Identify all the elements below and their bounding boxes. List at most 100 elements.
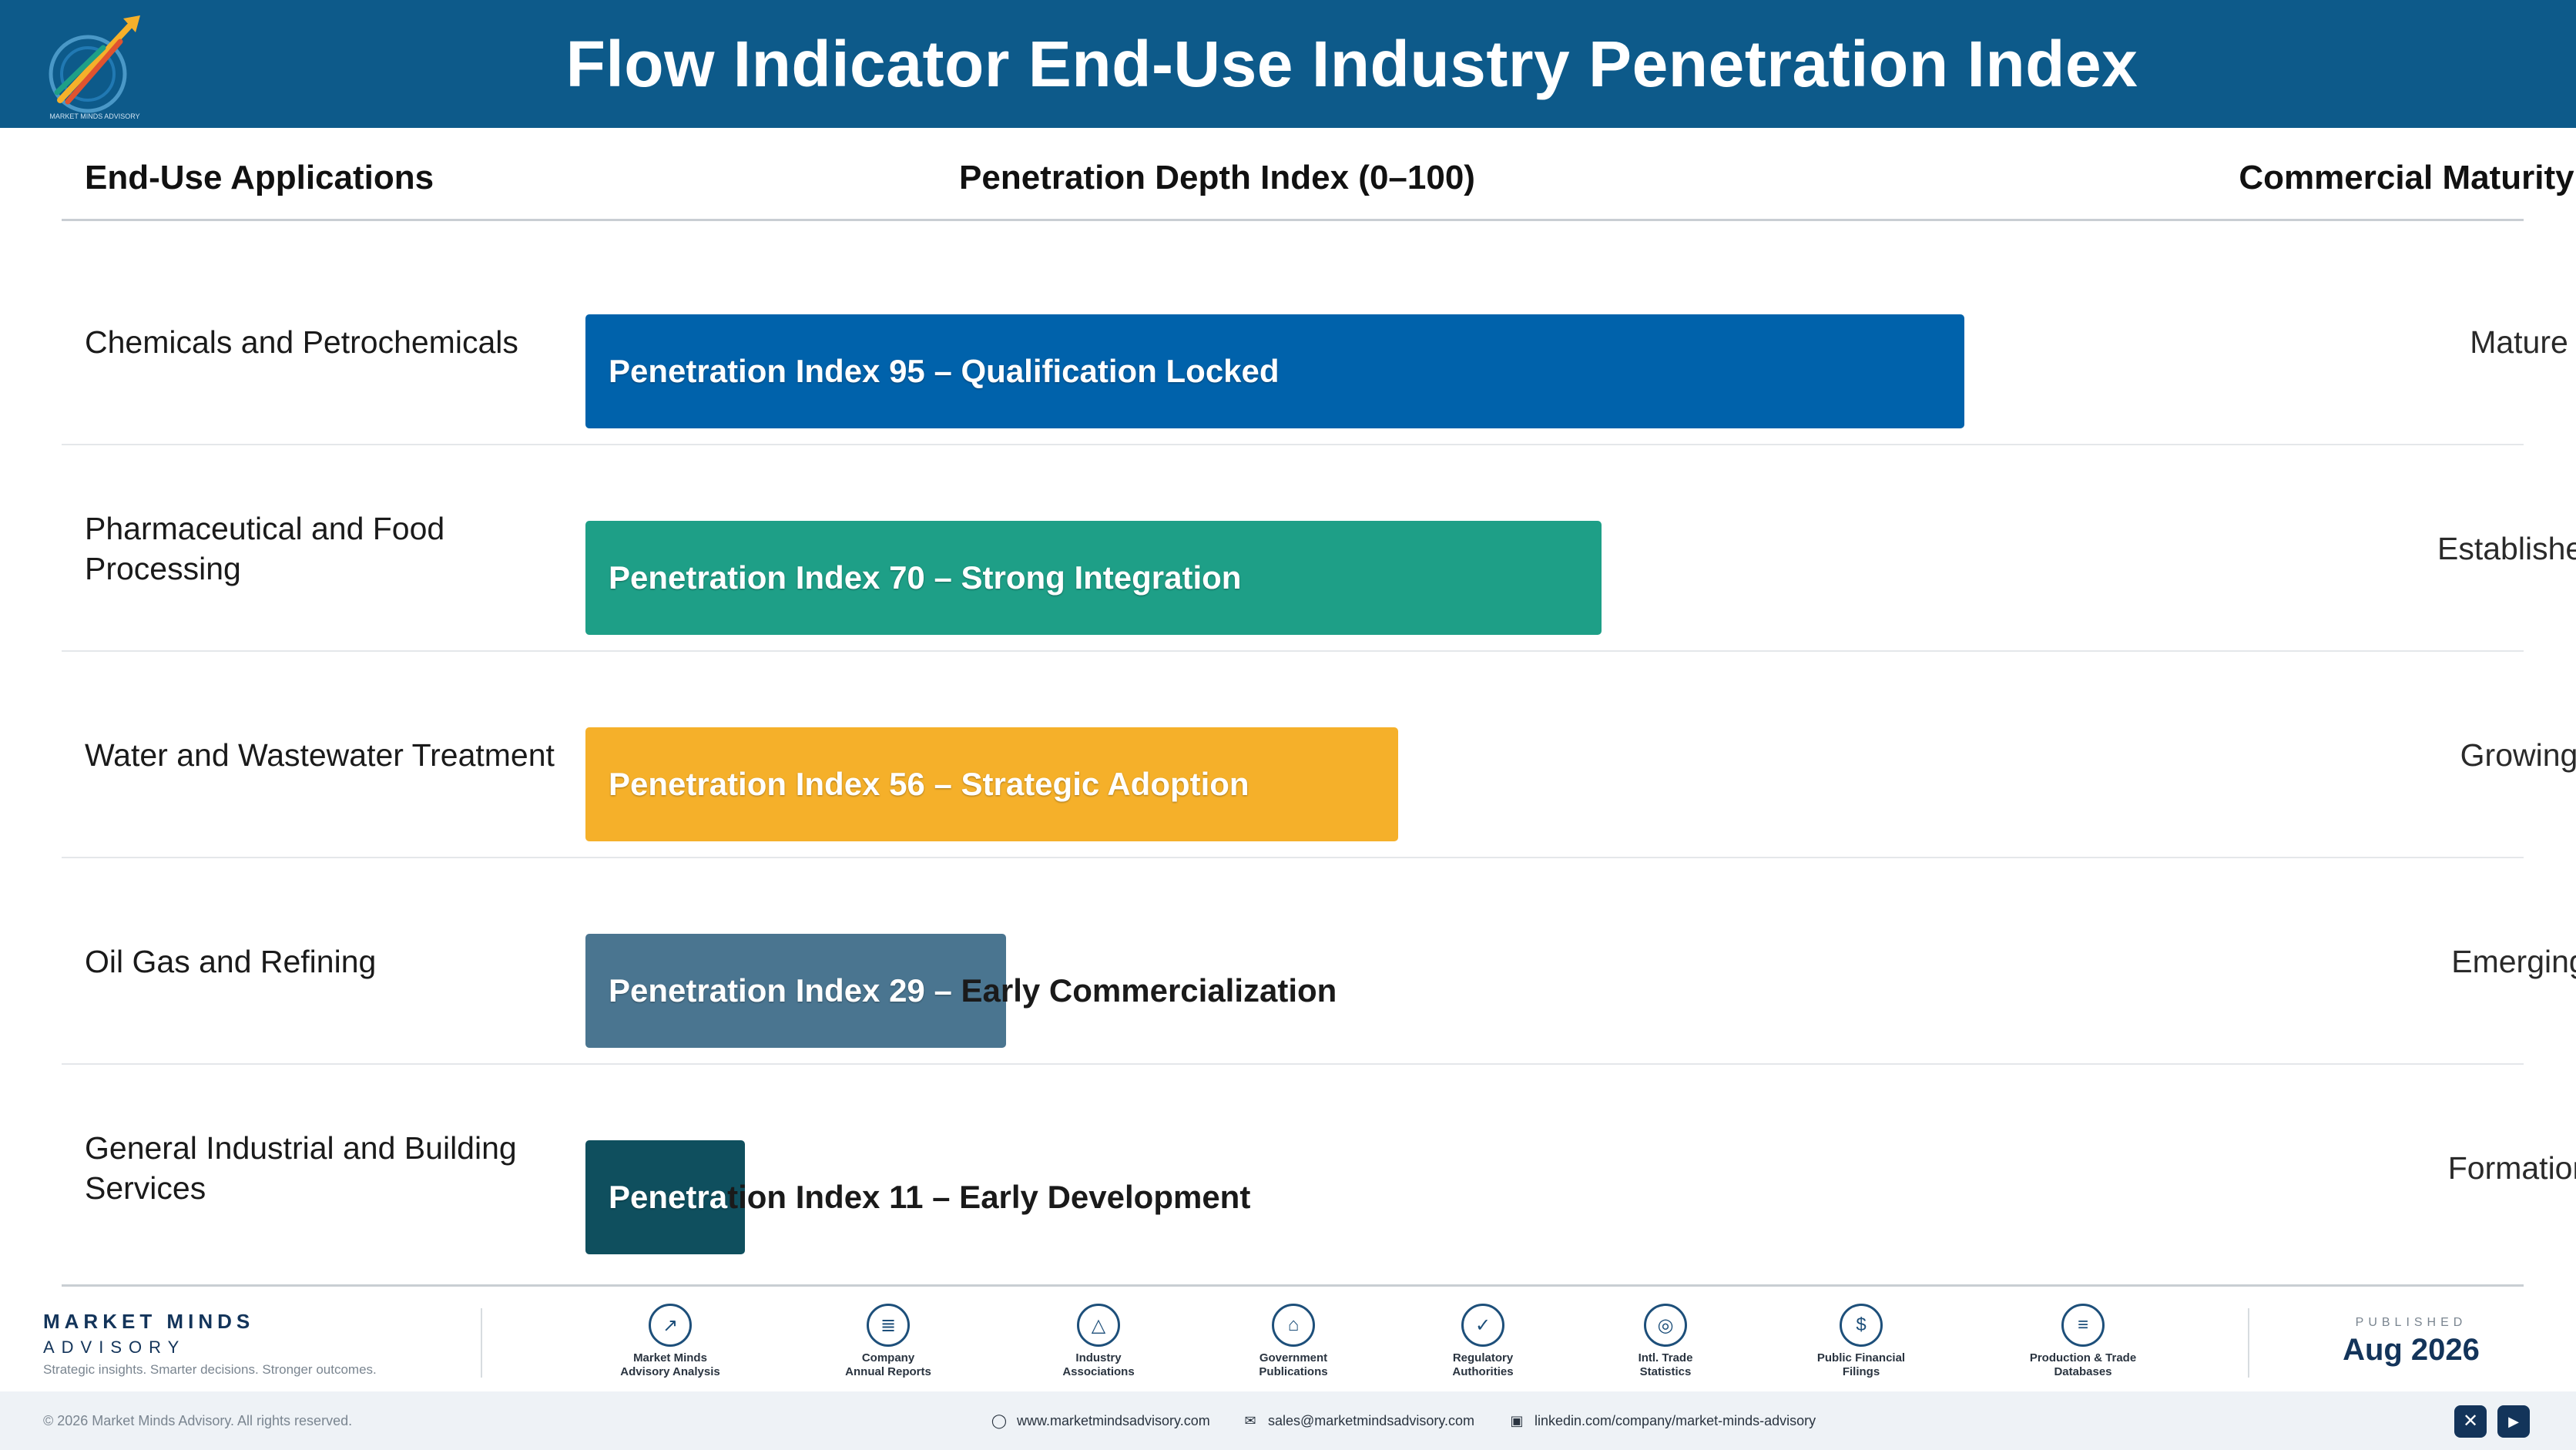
- source-label-line: Databases: [2054, 1365, 2112, 1378]
- globe-icon: ◯: [991, 1413, 1008, 1428]
- source-label-line: Annual Reports: [845, 1365, 931, 1378]
- bar-label: Penetration Index 29 – Early Commerciali…: [609, 972, 1337, 1009]
- chart-row: General Industrial and Building Services…: [62, 1065, 2576, 1271]
- network-icon: △: [1077, 1304, 1120, 1347]
- source-label: Public Financial Filings: [1776, 1351, 1946, 1379]
- source-item: ◎ Intl. Trade Statistics: [1581, 1304, 1750, 1379]
- published-date: Aug 2026: [2343, 1333, 2480, 1367]
- source-label-line: Production & Trade: [2029, 1351, 2137, 1364]
- source-label-line: Industry: [1075, 1351, 1122, 1364]
- government-building-icon: ⌂: [1272, 1304, 1315, 1347]
- email-text: sales@marketmindsadvisory.com: [1268, 1413, 1475, 1428]
- maturity-stage: Mature: [2470, 324, 2568, 360]
- category-label: General Industrial and Building Services: [85, 1130, 517, 1206]
- chart-row: Oil Gas and Refining Penetration Index 29…: [62, 858, 2576, 1065]
- chart-row: Pharmaceutical and Food Processing Penetr…: [62, 445, 2576, 652]
- source-label-line: Publications: [1259, 1365, 1328, 1378]
- bar-1: [585, 521, 1602, 635]
- trend-chart-icon: ↗: [649, 1304, 692, 1347]
- source-item: ≡ Production & Trade Databases: [1998, 1304, 2168, 1379]
- footer: MARKET MINDS ADVISORY Strategic insights…: [0, 1294, 2576, 1391]
- category-label: Oil Gas and Refining: [85, 944, 377, 979]
- svg-text:MARKET MINDS ADVISORY: MARKET MINDS ADVISORY: [49, 112, 139, 120]
- bar-0: [585, 314, 1964, 428]
- mail-icon: ✉: [1244, 1413, 1256, 1428]
- category-label: Water and Wastewater Treatment: [85, 737, 555, 773]
- shield-check-icon: ✓: [1461, 1304, 1504, 1347]
- x-social-icon[interactable]: ✕: [2454, 1405, 2487, 1438]
- published-label: PUBLISHED: [2355, 1316, 2467, 1329]
- source-label-line: Statistics: [1639, 1365, 1692, 1378]
- source-item: ↗ Market Minds Advisory Analysis: [585, 1304, 755, 1379]
- currency-icon: $: [1840, 1304, 1883, 1347]
- brand-tagline: Strategic insights. Smarter decisions. S…: [43, 1362, 377, 1377]
- category-label: Pharmaceutical and Food Processing: [85, 511, 445, 586]
- source-item: △ Industry Associations: [1014, 1304, 1183, 1379]
- source-label-line: Market Minds: [633, 1351, 707, 1364]
- source-label: Market Minds Advisory Analysis: [585, 1351, 755, 1379]
- bar-label: Penetration Index 11 – Early Development: [609, 1179, 1251, 1215]
- header-banner: MARKET MINDS ADVISORY Flow Indicator End…: [0, 0, 2576, 128]
- globe-icon: ◎: [1644, 1304, 1687, 1347]
- source-label-line: Associations: [1062, 1365, 1135, 1378]
- linkedin-link[interactable]: ▣ linkedin.com/company/market-minds-advi…: [1508, 1391, 1816, 1450]
- footer-divider: [2248, 1308, 2249, 1378]
- database-icon: ≡: [2061, 1304, 2105, 1347]
- row-divider: [62, 857, 2524, 858]
- brand-name: MARKET MINDS: [43, 1310, 255, 1333]
- source-list: ↗ Market Minds Advisory Analysis ≣ Company An…: [570, 1304, 2188, 1388]
- linkedin-text: linkedin.com/company/market-minds-adviso…: [1535, 1413, 1816, 1428]
- chart-bottom-divider: [62, 1284, 2524, 1287]
- source-label: Government Publications: [1209, 1351, 1378, 1379]
- footer-divider: [481, 1308, 482, 1378]
- source-label-line: Public Financial: [1816, 1351, 1906, 1364]
- source-label: Industry Associations: [1014, 1351, 1183, 1379]
- source-label: Regulatory Authorities: [1398, 1351, 1568, 1379]
- sub-footer: © 2026 Market Minds Advisory. All rights…: [0, 1391, 2576, 1450]
- market-minds-logo-icon: MARKET MINDS ADVISORY: [49, 15, 140, 120]
- email-link[interactable]: ✉ sales@marketmindsadvisory.com: [1242, 1391, 1474, 1450]
- row-divider: [62, 444, 2524, 445]
- maturity-stage: Emerging: [2451, 944, 2576, 979]
- website-link[interactable]: ◯ www.marketmindsadvisory.com: [991, 1391, 1210, 1450]
- maturity-stage: Growing: [2460, 737, 2576, 773]
- bar-2: [585, 727, 1398, 841]
- header-divider: [62, 219, 2524, 221]
- source-item: ✓ Regulatory Authorities: [1398, 1304, 1568, 1379]
- bar-4: [585, 1140, 745, 1254]
- website-text: www.marketmindsadvisory.com: [1017, 1413, 1210, 1428]
- source-label: Intl. Trade Statistics: [1581, 1351, 1750, 1379]
- maturity-stage: Formation: [2447, 1150, 2576, 1186]
- source-label-line: Regulatory: [1452, 1351, 1514, 1364]
- source-label: Production & Trade Databases: [1998, 1351, 2168, 1379]
- linkedin-icon: ▣: [1510, 1413, 1524, 1428]
- source-item: ≣ Company Annual Reports: [803, 1304, 973, 1379]
- document-icon: ≣: [867, 1304, 910, 1347]
- column-header-applications: End-Use Applications: [85, 159, 434, 196]
- copyright-text: © 2026 Market Minds Advisory. All rights…: [43, 1413, 353, 1428]
- bar-label: Penetration Index 70 – Strong Integratio…: [609, 559, 1242, 596]
- source-item: ⌂ Government Publications: [1209, 1304, 1378, 1379]
- category-label: Chemicals and Petrochemicals: [85, 324, 518, 360]
- row-divider: [62, 650, 2524, 652]
- column-header-index: Penetration Depth Index (0–100): [959, 159, 1475, 196]
- source-label: Company Annual Reports: [803, 1351, 973, 1379]
- maturity-stage: Established: [2437, 531, 2576, 566]
- source-label-line: Advisory Analysis: [620, 1365, 720, 1378]
- source-item: $ Public Financial Filings: [1776, 1304, 1946, 1379]
- youtube-social-icon[interactable]: ▶: [2497, 1405, 2530, 1438]
- bar-label: Penetration Index 56 – Strategic Adoptio…: [609, 766, 1249, 802]
- column-header-stage: Commercial Maturity Stage: [2239, 159, 2576, 196]
- source-label-line: Government: [1259, 1351, 1328, 1364]
- bar-3: [585, 934, 1006, 1048]
- chart-row: Chemicals and Petrochemicals Penetration …: [62, 239, 2568, 445]
- page-title: Flow Indicator End-Use Industry Penetrat…: [565, 28, 2138, 100]
- source-label-line: Authorities: [1452, 1365, 1514, 1378]
- source-label-line: Filings: [1842, 1365, 1880, 1378]
- source-label-line: Intl. Trade: [1638, 1351, 1693, 1364]
- bar-label: Penetration Index 95 – Qualification Loc…: [609, 353, 1280, 389]
- source-label-line: Company: [861, 1351, 915, 1364]
- chart-row: Water and Wastewater Treatment Penetratio…: [62, 652, 2576, 858]
- row-divider: [62, 1063, 2524, 1065]
- brand-subtitle: ADVISORY: [43, 1338, 186, 1357]
